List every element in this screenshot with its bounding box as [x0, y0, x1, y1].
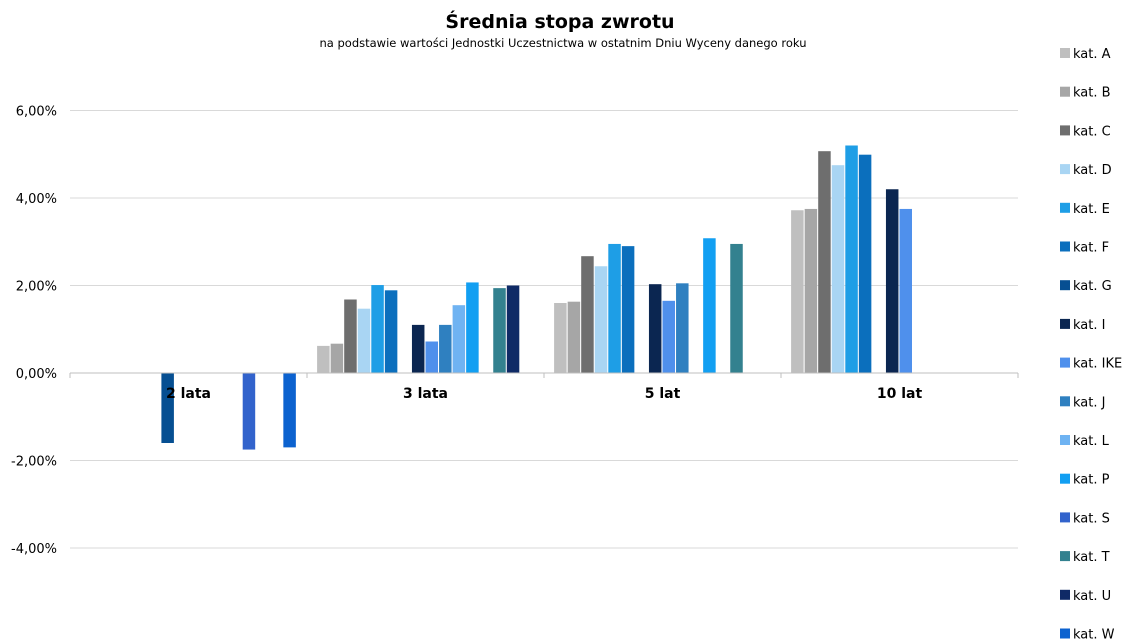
legend: kat. A kat. B kat. C kat. D kat. E kat. F kat.… [1060, 47, 1122, 643]
legend-swatch [1060, 280, 1070, 291]
bar-kat-e-1 [371, 285, 384, 373]
bar-kat-a-2 [554, 303, 567, 373]
legend-swatch [1060, 125, 1070, 136]
bar-kat-f-1 [384, 290, 398, 373]
bar-kat-a-3 [791, 210, 804, 373]
bar-kat-d-1 [357, 308, 371, 373]
y-tick-label: 6,00% [16, 105, 57, 120]
bar-kat-ike-2 [662, 300, 675, 373]
gridlines [70, 110, 1018, 549]
legend-swatch [1060, 48, 1070, 58]
bar-kat-l-1 [452, 305, 466, 373]
y-tick-label: -4,00% [11, 542, 57, 557]
bar-kat-b-2 [567, 301, 581, 373]
category-label: 3 lata [403, 386, 448, 402]
bar-kat-e-3 [845, 145, 858, 373]
chart-title: Średnia stopa zwrotu [445, 9, 674, 33]
bar-kat-c-1 [344, 299, 357, 373]
y-tick-label: 0,00% [16, 367, 57, 382]
bar-kat-u-1 [506, 285, 520, 373]
y-tick-label: -2,00% [11, 455, 57, 470]
x-axis [69, 372, 1019, 378]
legend-label: kat. J [1073, 395, 1105, 410]
legend-swatch [1060, 396, 1070, 407]
category-labels: 2 lata 3 lata 5 lat 10 lat [166, 386, 922, 402]
y-axis: 6,00% 4,00% 2,00% 0,00% -2,00% -4,00% [11, 105, 57, 558]
category-label: 5 lat [645, 386, 681, 402]
legend-label: kat. IKE [1073, 357, 1122, 372]
bar-kat-b-3 [804, 208, 818, 373]
bar-kat-c-3 [818, 151, 831, 373]
y-tick-label: 4,00% [16, 192, 57, 207]
legend-label: kat. F [1073, 241, 1109, 256]
category-label: 10 lat [877, 386, 923, 402]
legend-swatch [1060, 589, 1070, 600]
legend-label: kat. U [1073, 589, 1111, 604]
legend-label: kat. T [1073, 550, 1110, 565]
bar-kat-f-3 [858, 154, 872, 373]
bar-kat-d-2 [594, 266, 608, 373]
legend-swatch [1060, 318, 1070, 329]
bar-kat-i-2 [648, 284, 662, 373]
legend-label: kat. A [1073, 47, 1111, 62]
legend-label: kat. B [1073, 86, 1111, 101]
legend-label: kat. G [1073, 279, 1112, 294]
legend-label: kat. D [1073, 163, 1112, 178]
bar-kat-p-1 [466, 282, 479, 373]
bar-kat-s-0 [242, 373, 256, 450]
bar-kat-a-1 [317, 345, 330, 374]
legend-swatch [1060, 435, 1070, 445]
bar-kat-w-0 [283, 373, 296, 448]
chart-subtitle: na podstawie wartości Jednostki Uczestni… [320, 36, 807, 50]
legend-label: kat. C [1073, 124, 1111, 139]
bar-kat-ike-3 [899, 208, 912, 373]
bar-kat-i-1 [411, 324, 425, 374]
legend-label: kat. L [1073, 434, 1110, 449]
legend-label: kat. I [1073, 318, 1105, 333]
bar-kat-t-2 [730, 243, 743, 373]
legend-label: kat. W [1073, 628, 1115, 643]
legend-swatch [1060, 512, 1070, 523]
bars [161, 145, 912, 450]
bar-kat-ike-1 [425, 341, 438, 373]
category-label: 2 lata [166, 386, 211, 402]
bar-kat-f-2 [621, 246, 635, 374]
bar-kat-t-1 [493, 288, 506, 374]
bar-kat-j-1 [439, 324, 452, 374]
legend-swatch [1060, 164, 1070, 175]
bar-kat-p-2 [703, 238, 716, 373]
legend-swatch [1060, 357, 1070, 368]
bar-kat-b-1 [330, 343, 344, 373]
legend-swatch [1060, 473, 1070, 484]
legend-swatch [1060, 551, 1070, 562]
legend-swatch [1060, 241, 1070, 252]
bar-kat-e-2 [608, 243, 621, 373]
legend-swatch [1060, 202, 1070, 213]
bar-kat-c-2 [581, 256, 594, 373]
bar-kat-g-0 [161, 373, 174, 443]
legend-label: kat. E [1073, 202, 1110, 217]
legend-label: kat. S [1073, 511, 1110, 526]
legend-swatch [1060, 628, 1070, 639]
legend-label: kat. P [1073, 473, 1110, 488]
bar-kat-j-2 [676, 283, 689, 373]
y-tick-label: 2,00% [16, 280, 57, 295]
legend-swatch [1060, 86, 1070, 97]
bar-kat-i-3 [885, 189, 899, 373]
bar-kat-d-3 [831, 165, 845, 373]
